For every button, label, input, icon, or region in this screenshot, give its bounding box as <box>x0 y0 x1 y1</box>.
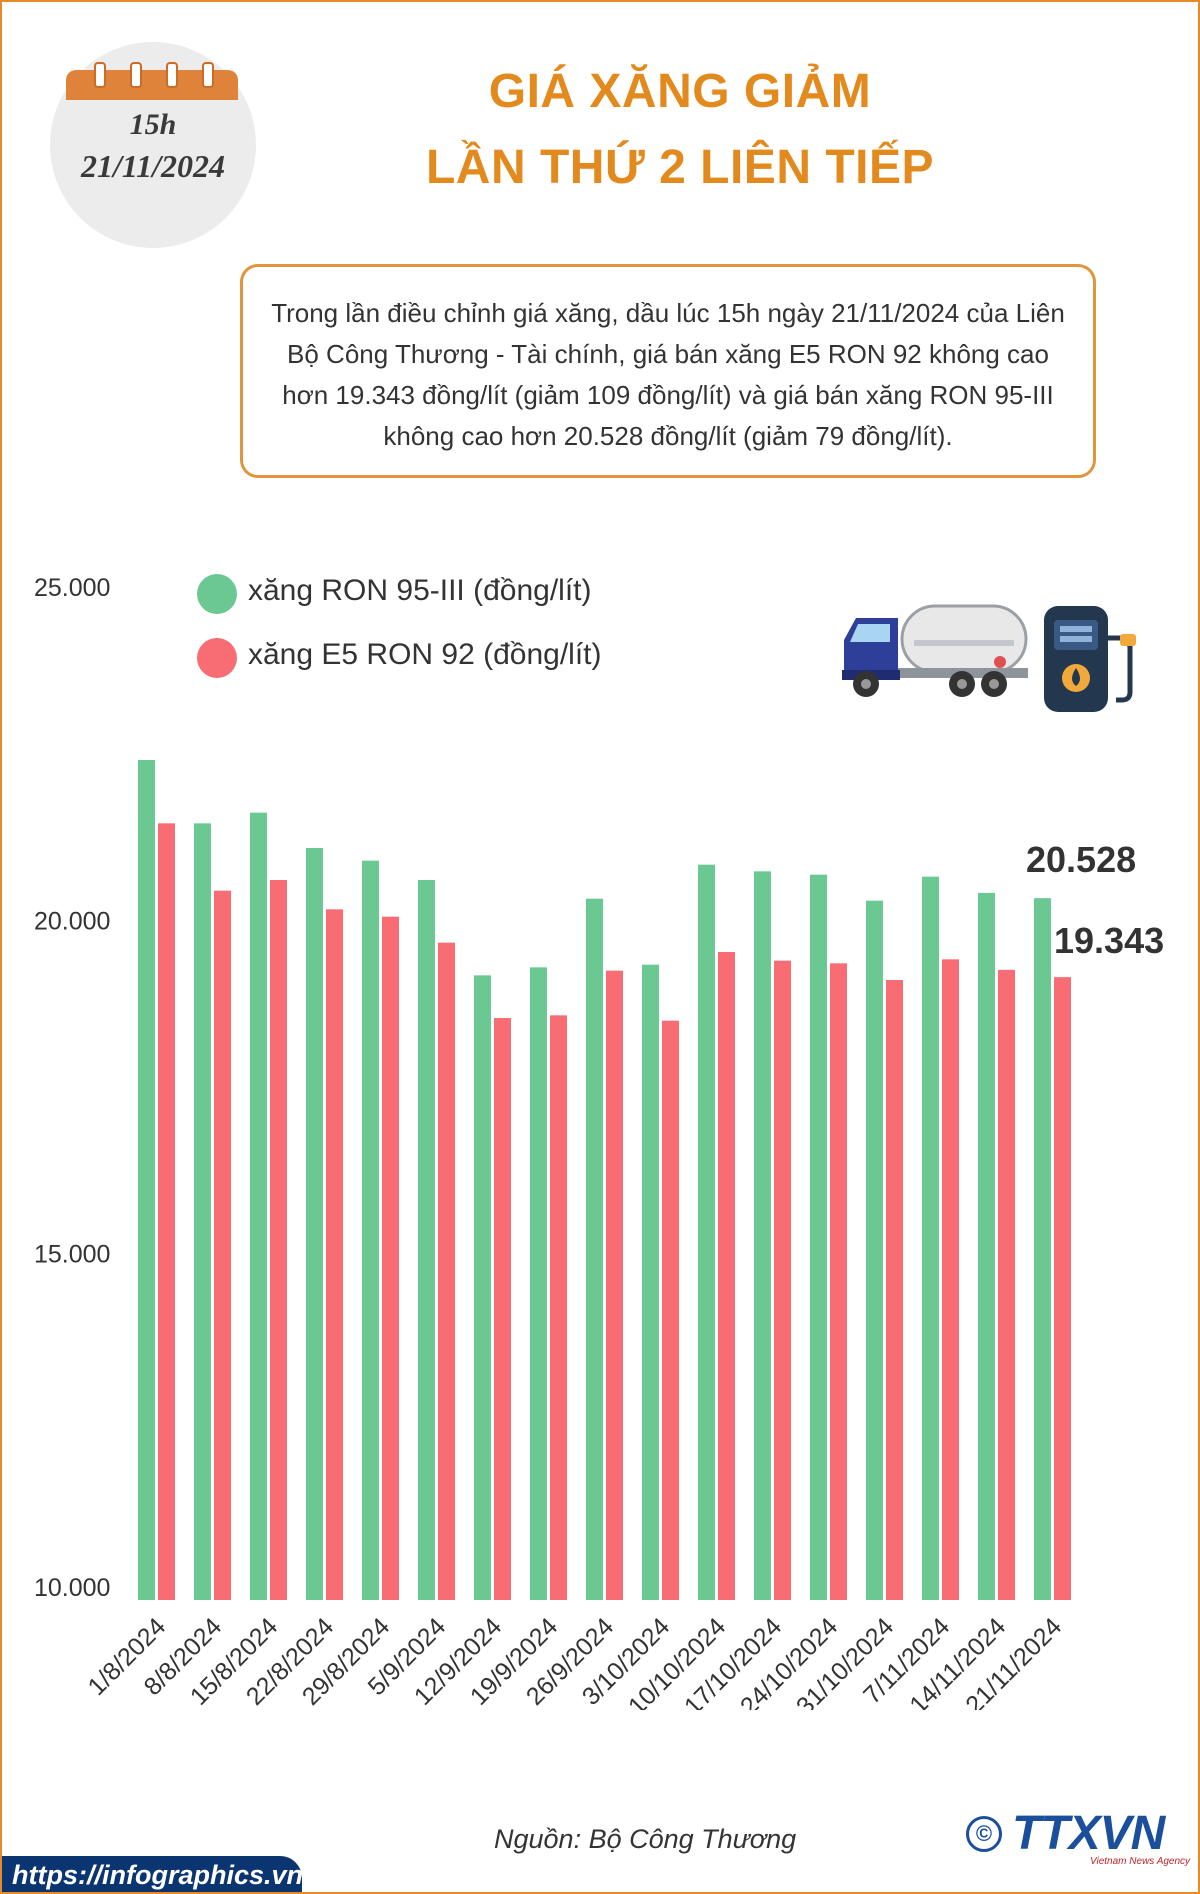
page-title-line1: GIÁ XĂNG GIẢM <box>488 65 872 118</box>
page-title-line2: LẦN THỨ 2 LIÊN TIẾP <box>425 141 934 194</box>
x-axis: 1/8/20248/8/202415/8/202422/8/202429/8/2… <box>83 1612 1068 1710</box>
bar-ron95 <box>138 760 155 1600</box>
bar-ron95 <box>810 874 827 1600</box>
bar-ron95 <box>1034 898 1051 1600</box>
bar-e5 <box>494 1018 511 1600</box>
copyright-icon: © <box>966 1816 1002 1852</box>
bar-e5 <box>1054 977 1071 1600</box>
legend-label-e5: xăng E5 RON 92 (đồng/lít) <box>248 638 602 671</box>
description-box: Trong lần điều chỉnh giá xăng, dầu lúc 1… <box>240 264 1096 478</box>
bar-ron95 <box>418 880 435 1600</box>
bar-e5 <box>774 960 791 1600</box>
bar-e5 <box>382 916 399 1600</box>
bar-ron95 <box>922 876 939 1600</box>
y-axis: 10.000 15.000 20.000 25.000 <box>34 574 110 1602</box>
value-label-e5: 19.343 <box>1054 920 1164 961</box>
calendar-ring <box>94 62 106 88</box>
tanker-truck-icon <box>842 604 1028 697</box>
calendar-ring <box>202 62 214 88</box>
bar-e5 <box>606 970 623 1600</box>
bars <box>138 760 1071 1600</box>
bar-ron95 <box>866 900 883 1600</box>
bar-e5 <box>886 980 903 1600</box>
url-bar <box>2 1856 302 1892</box>
bar-e5 <box>718 952 735 1600</box>
bar-ron95 <box>474 975 491 1600</box>
annotations: 20.528 19.343 <box>1026 839 1164 961</box>
bar-e5 <box>326 909 343 1600</box>
website-link[interactable]: https://infographics.vn <box>12 1860 304 1890</box>
legend-label-ron95: xăng RON 95-III (đồng/lít) <box>248 574 592 607</box>
bar-ron95 <box>642 964 659 1600</box>
calendar-ring <box>130 62 142 88</box>
bar-e5 <box>438 942 455 1600</box>
badge-date: 21/11/2024 <box>80 148 225 184</box>
bar-e5 <box>998 969 1015 1600</box>
bar-ron95 <box>250 812 267 1600</box>
bar-ron95 <box>194 823 211 1600</box>
legend-dot-e5 <box>197 638 237 678</box>
bar-e5 <box>270 880 287 1600</box>
bar-ron95 <box>754 871 771 1600</box>
bar-ron95 <box>306 848 323 1600</box>
bar-ron95 <box>978 892 995 1600</box>
bar-e5 <box>158 823 175 1600</box>
bar-ron95 <box>586 898 603 1600</box>
ttxvn-logo-subtitle: Vietnam News Agency <box>1090 1856 1191 1867</box>
bar-e5 <box>942 959 959 1600</box>
bar-e5 <box>214 890 231 1600</box>
legend-dot-ron95 <box>197 574 237 614</box>
bar-ron95 <box>362 860 379 1600</box>
bar-ron95 <box>698 864 715 1600</box>
y-tick-label: 25.000 <box>34 574 110 602</box>
price-bar-chart: 10.000 15.000 20.000 25.000 1/8/20248/8/202… <box>34 574 1164 1710</box>
ttxvn-logo: TTXVN <box>1012 1807 1165 1860</box>
y-tick-label: 20.000 <box>34 907 110 935</box>
y-tick-label: 15.000 <box>34 1241 110 1269</box>
bar-e5 <box>662 1020 679 1600</box>
source-note: Nguồn: Bộ Công Thương <box>494 1824 797 1854</box>
calendar-ring <box>166 62 178 88</box>
y-tick-label: 10.000 <box>34 1574 110 1602</box>
bar-e5 <box>550 1015 567 1600</box>
fuel-pump-icon <box>1044 606 1136 712</box>
value-label-ron95: 20.528 <box>1026 839 1136 880</box>
bar-ron95 <box>530 967 547 1600</box>
bar-e5 <box>830 963 847 1600</box>
badge-time: 15h <box>129 108 177 141</box>
